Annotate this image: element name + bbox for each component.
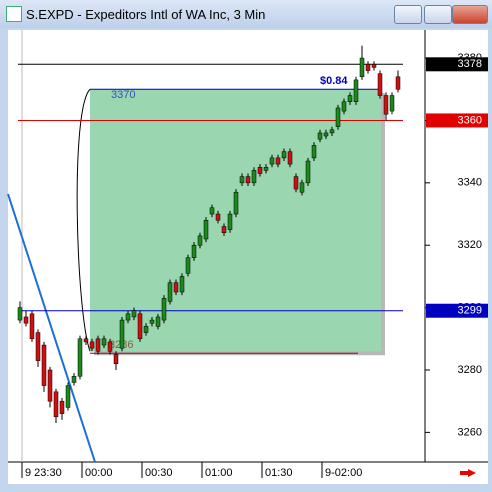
candle-body [23,316,29,324]
candle-body [209,207,215,215]
candle-body [155,316,161,327]
chart: 9 23:30 00:00 00:30 01:00 01:30 9-02:00 3260 32… [7,30,488,484]
candle-body [221,226,227,233]
x-tick-label: 01:00 [205,467,233,479]
y-tick-label: 3340 [458,177,482,189]
x-tick-label: 9-02:00 [325,467,362,479]
level-box [426,57,488,72]
candle-body [269,157,275,165]
candle-body [137,313,143,340]
candle-body [119,319,125,349]
candle-body [377,73,383,96]
candle-body [17,307,23,321]
candle-body [251,170,257,184]
candle-body [113,354,119,364]
candle-body [305,160,311,184]
candle-body [143,326,149,333]
candle-body [365,64,371,71]
candle-body [215,213,221,221]
y-tick-label: 3280 [458,364,482,376]
connector-arc [76,88,91,352]
candle-body [275,157,281,165]
candle-body [311,145,317,159]
app-icon [6,6,22,22]
y-tick-label: 3260 [458,426,482,438]
x-tick-label: 01:30 [265,467,293,479]
candle-body [125,313,131,321]
candle-body [167,282,173,302]
candle-body [29,313,35,340]
candle-body [227,213,233,230]
candle-body [53,391,59,418]
candle-body [59,400,65,414]
candle-body [191,244,197,258]
candle-body [83,338,89,343]
level-box [426,113,488,128]
candle-body [263,166,269,171]
candle-body [353,79,359,102]
candle-body [329,129,335,134]
candle-body [35,332,41,361]
candle-body [179,276,185,293]
window-title: S.EXPD - Expeditors Intl of WA Inc, 3 Mi… [26,7,266,22]
candle-body [239,176,245,184]
candle-body [371,64,377,68]
level-label: 3360 [458,114,482,126]
candle-body [89,341,95,349]
candle-body [299,182,305,193]
x-tick-label: 00:00 [85,467,113,479]
candle-body [293,176,299,190]
candle-body [47,369,53,402]
maximize-button[interactable] [424,5,452,24]
candle-body [101,338,107,346]
close-button[interactable] [452,5,488,24]
candle-body [335,107,341,127]
candle-body [71,375,77,383]
level-label: 3378 [458,58,482,70]
candle-body [41,344,47,386]
x-tick-label: 00:30 [145,467,173,479]
zone-top-label: 3370 [111,89,135,101]
candle-body [287,151,293,165]
candle-body [77,338,83,377]
candle-body [161,297,167,321]
candle-body [317,132,323,140]
price-axis [425,30,488,462]
range-label: $0.84 [320,75,348,87]
candle-body [65,385,71,408]
y-tick-label: 3320 [458,239,482,251]
candle-body [203,220,209,240]
candle-body [245,176,251,184]
x-tick-label: 9 23:30 [25,467,62,479]
trend-line [7,193,96,463]
candle-body [233,191,239,215]
time-axis [8,462,488,484]
candle-body [95,338,101,352]
candle-body [389,95,395,112]
candle-body [149,319,155,324]
candle-body [257,166,263,174]
candle-body [173,282,179,293]
level-box [426,303,488,318]
candle-body [107,341,113,352]
candle-body [341,101,347,112]
candle-body [131,310,137,318]
candle-body [281,151,287,159]
candle-body [395,76,401,90]
candle-body [323,132,329,137]
candle-body [359,57,365,78]
level-label: 3299 [458,305,482,317]
candle-body [383,95,389,115]
candle-body [347,95,353,102]
scroll-arrow[interactable] [460,469,476,477]
title-bar: S.EXPD - Expeditors Intl of WA Inc, 3 Mi… [0,0,492,28]
candle-body [197,235,203,246]
minimize-button[interactable] [394,5,422,24]
candle-body [185,257,191,274]
